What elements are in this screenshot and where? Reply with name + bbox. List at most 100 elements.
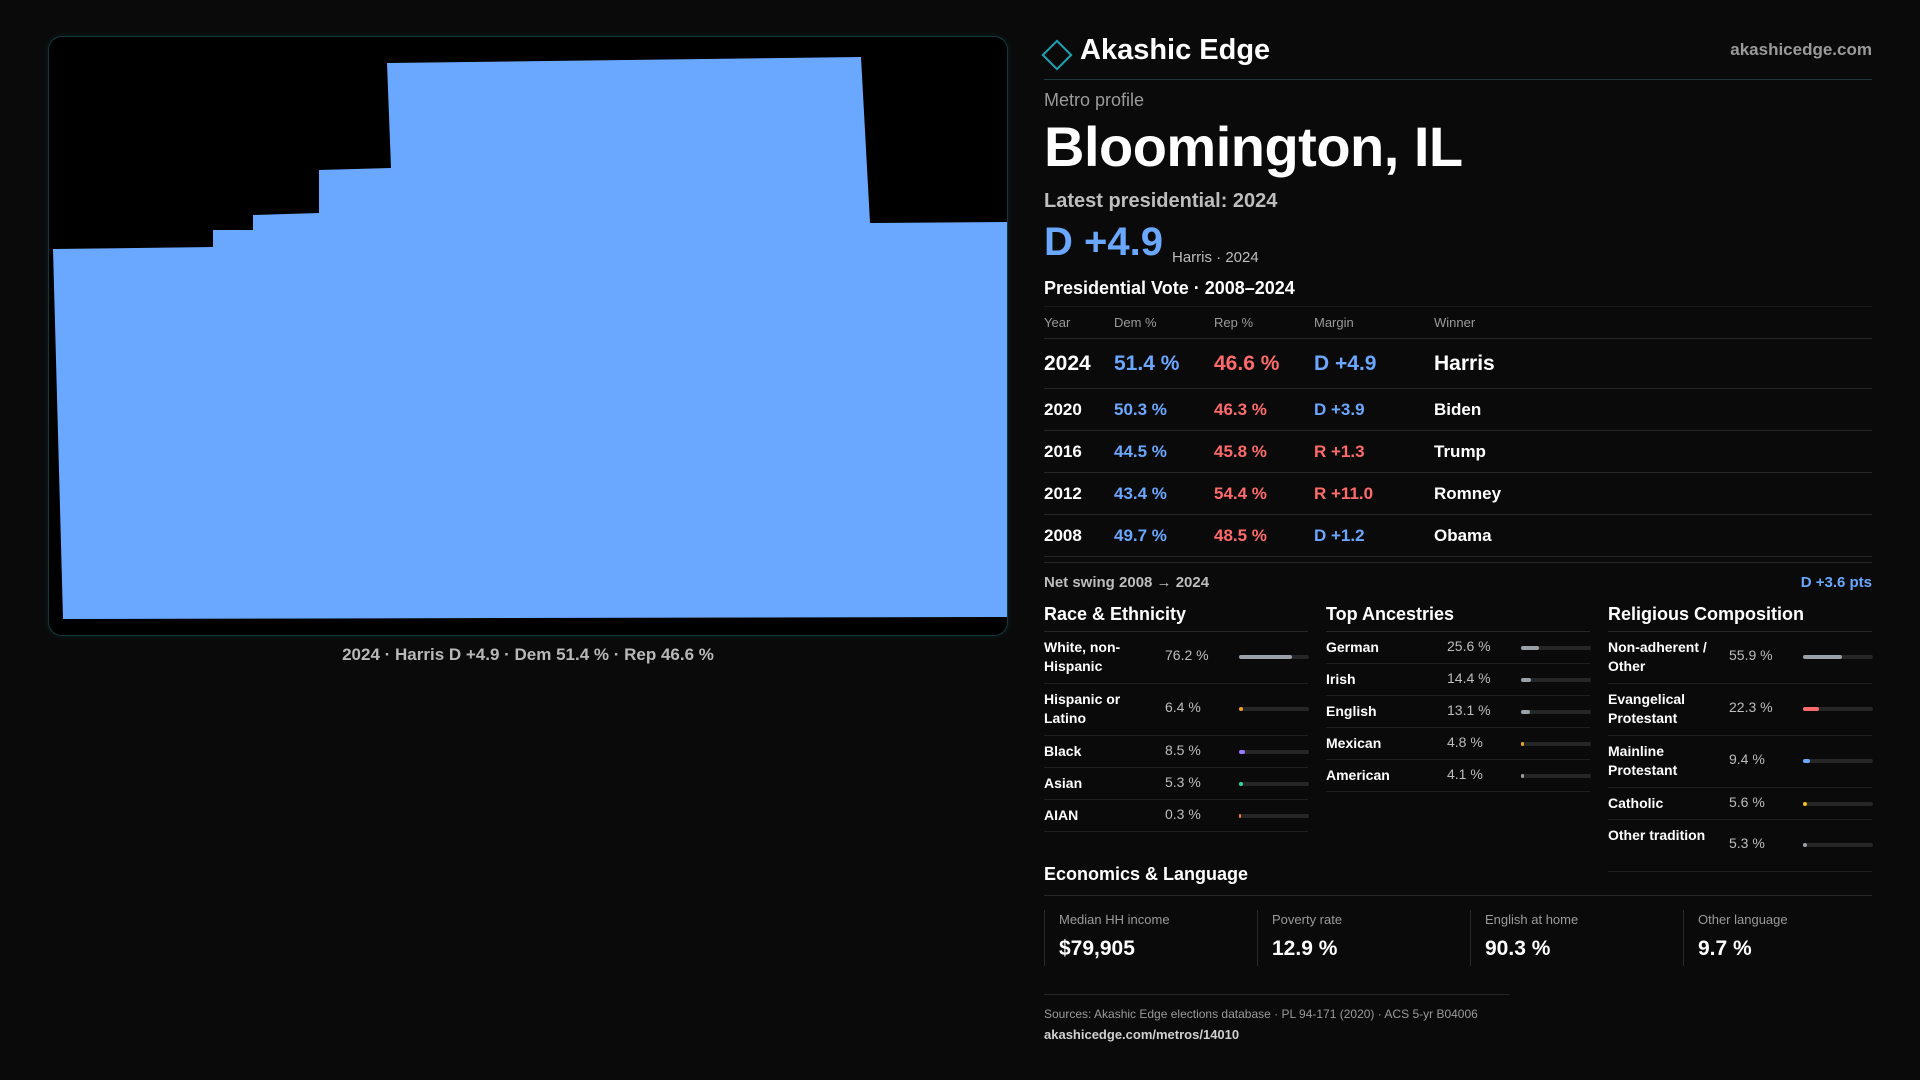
share-bar xyxy=(1521,774,1591,778)
share-bar-fill xyxy=(1521,710,1531,714)
stat-label: Other language xyxy=(1698,912,1788,927)
item-label: Other tradition xyxy=(1608,827,1706,843)
item-label: Evangelical Protestant xyxy=(1608,691,1686,726)
ancestries-title: Top Ancestries xyxy=(1326,602,1590,632)
cell-margin: R +1.3 xyxy=(1314,441,1365,461)
stat-value: 12.9 % xyxy=(1272,937,1338,960)
item-value: 5.3 % xyxy=(1165,774,1201,790)
share-bar xyxy=(1239,655,1309,659)
metro-map xyxy=(48,36,1008,636)
header-rep: Rep % xyxy=(1214,315,1254,330)
cell-margin: D +3.9 xyxy=(1314,399,1365,419)
item-value: 25.6 % xyxy=(1447,638,1491,654)
cell-margin: D +4.9 xyxy=(1314,351,1377,375)
county-shape xyxy=(53,57,1007,619)
share-bar-fill xyxy=(1239,750,1245,754)
share-bar xyxy=(1521,646,1591,650)
header-year: Year xyxy=(1044,315,1071,330)
cell-year: 2024 xyxy=(1044,351,1091,375)
stat-value: 90.3 % xyxy=(1485,937,1551,960)
stat-value: $79,905 xyxy=(1059,937,1135,960)
list-item: Mainline Protestant 9.4 % xyxy=(1608,736,1873,788)
sources-link[interactable]: akashicedge.com/metros/14010 xyxy=(1044,1027,1240,1042)
item-label: German xyxy=(1326,639,1379,655)
brand-name[interactable]: Akashic Edge xyxy=(1080,34,1271,66)
header-margin: Margin xyxy=(1314,315,1354,330)
item-label: American xyxy=(1326,767,1390,783)
brand-url[interactable]: akashicedge.com xyxy=(1730,40,1872,59)
list-item: Non-adherent / Other 55.9 % xyxy=(1608,632,1873,684)
list-item: Asian 5.3 % xyxy=(1044,768,1309,800)
share-bar xyxy=(1803,707,1873,711)
list-item: Hispanic or Latino 6.4 % xyxy=(1044,684,1309,736)
share-bar xyxy=(1239,814,1309,818)
list-item: English 13.1 % xyxy=(1326,696,1591,728)
item-value: 6.4 % xyxy=(1165,699,1201,715)
list-item: Catholic 5.6 % xyxy=(1608,788,1873,820)
page-title: Bloomington, IL xyxy=(1044,115,1463,178)
list-item: Other tradition 5.3 % xyxy=(1608,820,1873,872)
cell-rep: 48.5 % xyxy=(1214,525,1267,545)
item-value: 4.8 % xyxy=(1447,734,1483,750)
cell-dem: 50.3 % xyxy=(1114,399,1167,419)
share-bar-fill xyxy=(1521,774,1524,778)
profile-eyebrow: Metro profile xyxy=(1044,90,1145,110)
share-bar xyxy=(1803,655,1873,659)
stat-card: Poverty rate 12.9 % xyxy=(1257,910,1447,966)
cell-winner: Harris xyxy=(1434,351,1495,375)
table-row: 2024 51.4 % 46.6 % D +4.9 Harris xyxy=(1044,339,1872,389)
net-swing-value: D +3.6 pts xyxy=(1800,574,1872,591)
latest-presidential-label: Latest presidential: 2024 xyxy=(1044,190,1278,212)
net-swing-label: Net swing 2008 → 2024 xyxy=(1044,574,1210,591)
economics-grid: Median HH income $79,905 Poverty rate 12.9 … xyxy=(1044,910,1872,970)
diamond-outline-icon xyxy=(1041,39,1073,71)
item-label: Non-adherent / Other xyxy=(1608,639,1707,674)
item-label: Mainline Protestant xyxy=(1608,743,1678,778)
cell-rep: 46.3 % xyxy=(1214,399,1267,419)
cell-dem: 44.5 % xyxy=(1114,441,1167,461)
item-label: AIAN xyxy=(1044,807,1079,823)
economics-title: Economics & Language xyxy=(1044,864,1872,896)
net-swing-row: Net swing 2008 → 2024 D +3.6 pts xyxy=(1044,562,1872,602)
item-value: 4.1 % xyxy=(1447,766,1483,782)
table-row: 2012 43.4 % 54.4 % R +11.0 Romney xyxy=(1044,473,1872,515)
table-row: 2008 49.7 % 48.5 % D +1.2 Obama xyxy=(1044,515,1872,557)
share-bar-fill xyxy=(1239,655,1293,659)
brand-header: Akashic Edge akashicedge.com xyxy=(1041,30,1872,80)
profile-panel: Akashic Edge akashicedge.com Metro profi… xyxy=(1041,0,1873,1080)
stat-label: Poverty rate xyxy=(1272,912,1343,927)
cell-margin: R +11.0 xyxy=(1314,483,1374,503)
cell-dem: 49.7 % xyxy=(1114,525,1167,545)
race-ethnicity-title: Race & Ethnicity xyxy=(1044,602,1308,632)
cell-rep: 46.6 % xyxy=(1214,351,1280,375)
cell-rep: 45.8 % xyxy=(1214,441,1267,461)
table-header: Year Dem % Rep % Margin Winner xyxy=(1044,307,1872,339)
item-label: Irish xyxy=(1326,671,1356,687)
stat-label: English at home xyxy=(1485,912,1579,927)
headline-subtitle: Harris · 2024 xyxy=(1172,249,1259,266)
share-bar-fill xyxy=(1803,843,1807,847)
share-bar-fill xyxy=(1239,814,1241,818)
presidential-vote-table: Year Dem % Rep % Margin Winner 2024 51.4 … xyxy=(1044,306,1872,557)
item-value: 22.3 % xyxy=(1729,699,1773,715)
item-value: 9.4 % xyxy=(1729,751,1765,767)
share-bar-fill xyxy=(1803,759,1810,763)
list-item: Mexican 4.8 % xyxy=(1326,728,1591,760)
presidential-vote-title: Presidential Vote · 2008–2024 xyxy=(1044,278,1295,298)
header-dem: Dem % xyxy=(1114,315,1157,330)
list-item: American 4.1 % xyxy=(1326,760,1591,792)
item-value: 5.6 % xyxy=(1729,794,1765,810)
cell-year: 2016 xyxy=(1044,441,1082,461)
list-item: Irish 14.4 % xyxy=(1326,664,1591,696)
list-item: German 25.6 % xyxy=(1326,632,1591,664)
cell-rep: 54.4 % xyxy=(1214,483,1267,503)
share-bar xyxy=(1239,750,1309,754)
share-bar xyxy=(1521,678,1591,682)
item-value: 76.2 % xyxy=(1165,647,1209,663)
cell-dem: 43.4 % xyxy=(1114,483,1167,503)
table-row: 2016 44.5 % 45.8 % R +1.3 Trump xyxy=(1044,431,1872,473)
item-label: English xyxy=(1326,703,1377,719)
list-item: Evangelical Protestant 22.3 % xyxy=(1608,684,1873,736)
share-bar xyxy=(1803,802,1873,806)
religion-panel: Religious Composition Non-adherent / Oth… xyxy=(1608,602,1873,872)
